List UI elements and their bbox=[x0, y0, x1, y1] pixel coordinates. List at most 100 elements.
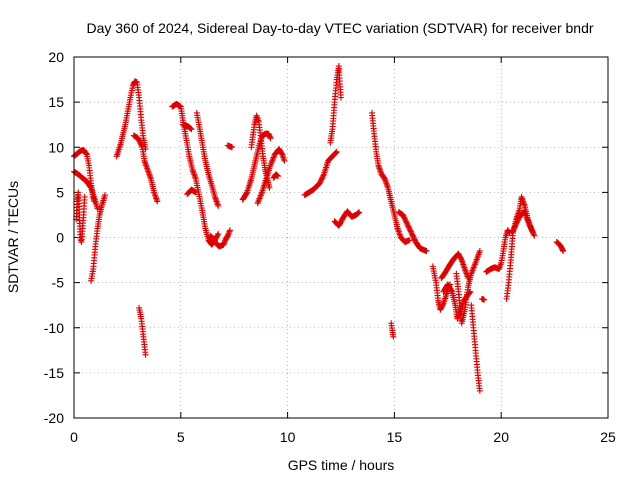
data-point bbox=[407, 228, 414, 235]
data-point bbox=[333, 149, 340, 156]
series-s31 bbox=[503, 193, 538, 302]
series-s16 bbox=[254, 146, 288, 207]
data-point bbox=[226, 227, 233, 234]
data-point bbox=[319, 173, 326, 180]
x-tick-label: 20 bbox=[493, 429, 509, 445]
grid bbox=[74, 57, 608, 418]
data-point bbox=[316, 180, 323, 187]
series-s2 bbox=[71, 168, 101, 212]
data-point bbox=[401, 214, 408, 221]
data-point bbox=[401, 215, 408, 222]
data-point bbox=[136, 139, 143, 146]
data-point bbox=[101, 192, 108, 199]
x-tick-label: 25 bbox=[600, 429, 616, 445]
x-axis-label: GPS time / hours bbox=[288, 457, 395, 473]
series-s30 bbox=[483, 227, 513, 275]
data-point bbox=[215, 202, 222, 209]
data-point bbox=[508, 229, 515, 236]
x-tick-labels: 0 5 10 15 20 25 bbox=[70, 429, 616, 445]
data-point bbox=[243, 190, 250, 197]
data-point bbox=[138, 142, 145, 149]
data-point bbox=[318, 176, 325, 183]
data-point bbox=[408, 229, 415, 236]
y-tick-labels: -20 -15 -10 -5 0 5 10 15 20 bbox=[44, 49, 64, 426]
data-point bbox=[400, 213, 407, 220]
data-point bbox=[410, 233, 417, 240]
data-point bbox=[267, 135, 274, 142]
series-s11 bbox=[193, 109, 222, 209]
data-point bbox=[407, 227, 414, 234]
data-point bbox=[529, 227, 536, 234]
y-tick-label: 20 bbox=[48, 49, 64, 65]
x-tick-label: 0 bbox=[70, 429, 78, 445]
data-point bbox=[274, 172, 281, 179]
series-s19 bbox=[327, 63, 344, 146]
x-tick-label: 5 bbox=[177, 429, 185, 445]
series-s10 bbox=[184, 186, 199, 198]
y-tick-label: -10 bbox=[44, 320, 64, 336]
data-point bbox=[516, 214, 523, 221]
chart-title: Day 360 of 2024, Sidereal Day-to-day VTE… bbox=[86, 20, 593, 36]
data-point bbox=[192, 189, 199, 196]
data-point bbox=[390, 333, 397, 340]
data-point bbox=[215, 230, 222, 237]
series-s12 bbox=[207, 227, 233, 250]
data-point bbox=[481, 296, 488, 303]
data-point bbox=[409, 232, 416, 239]
series-s5 bbox=[113, 78, 149, 160]
data-point bbox=[411, 236, 418, 243]
series-s27 bbox=[453, 248, 483, 327]
data-point bbox=[274, 173, 281, 180]
data-point bbox=[338, 94, 344, 101]
data-point bbox=[281, 157, 288, 164]
x-tick-label: 15 bbox=[387, 429, 403, 445]
data-point bbox=[530, 229, 537, 236]
data-point bbox=[458, 255, 465, 262]
data-point bbox=[448, 287, 455, 294]
y-tick-label: -5 bbox=[52, 275, 65, 291]
series-s21 bbox=[368, 109, 413, 246]
y-tick-label: -20 bbox=[44, 410, 64, 426]
series-s23 bbox=[395, 209, 430, 255]
series-s18 bbox=[301, 148, 340, 199]
data-point bbox=[510, 226, 517, 233]
data-point bbox=[317, 179, 324, 186]
data-point bbox=[356, 209, 363, 216]
data-point bbox=[137, 140, 144, 147]
x-tick-label: 10 bbox=[280, 429, 296, 445]
data-point bbox=[404, 222, 411, 229]
series-s6 bbox=[130, 132, 161, 205]
data-point bbox=[513, 220, 520, 227]
data-point bbox=[526, 222, 533, 229]
data-point bbox=[510, 227, 517, 234]
data-point bbox=[560, 248, 567, 255]
data-point bbox=[409, 231, 416, 238]
data-point bbox=[142, 351, 149, 358]
data-point bbox=[514, 218, 521, 225]
data-point bbox=[402, 217, 409, 224]
data-point bbox=[509, 228, 516, 235]
data-point bbox=[138, 141, 145, 148]
data-point bbox=[404, 220, 411, 227]
data-point bbox=[399, 211, 406, 218]
data-point bbox=[83, 150, 90, 157]
plot-frame bbox=[73, 56, 609, 419]
data-point bbox=[476, 248, 483, 255]
data-point bbox=[476, 387, 483, 394]
data-point bbox=[317, 177, 324, 184]
data-point bbox=[514, 217, 521, 224]
data-point bbox=[527, 223, 534, 230]
series-s20 bbox=[331, 208, 363, 229]
data-point bbox=[333, 148, 340, 155]
data-point bbox=[81, 193, 88, 200]
y-tick-label: -15 bbox=[44, 365, 64, 381]
data-point bbox=[94, 205, 101, 212]
data-point bbox=[515, 215, 522, 222]
series-s29 bbox=[478, 295, 488, 303]
data-point bbox=[406, 224, 413, 231]
data-point bbox=[512, 222, 519, 229]
series-s4 bbox=[88, 192, 108, 284]
y-tick-label: 0 bbox=[56, 230, 64, 246]
data-point bbox=[406, 237, 413, 244]
